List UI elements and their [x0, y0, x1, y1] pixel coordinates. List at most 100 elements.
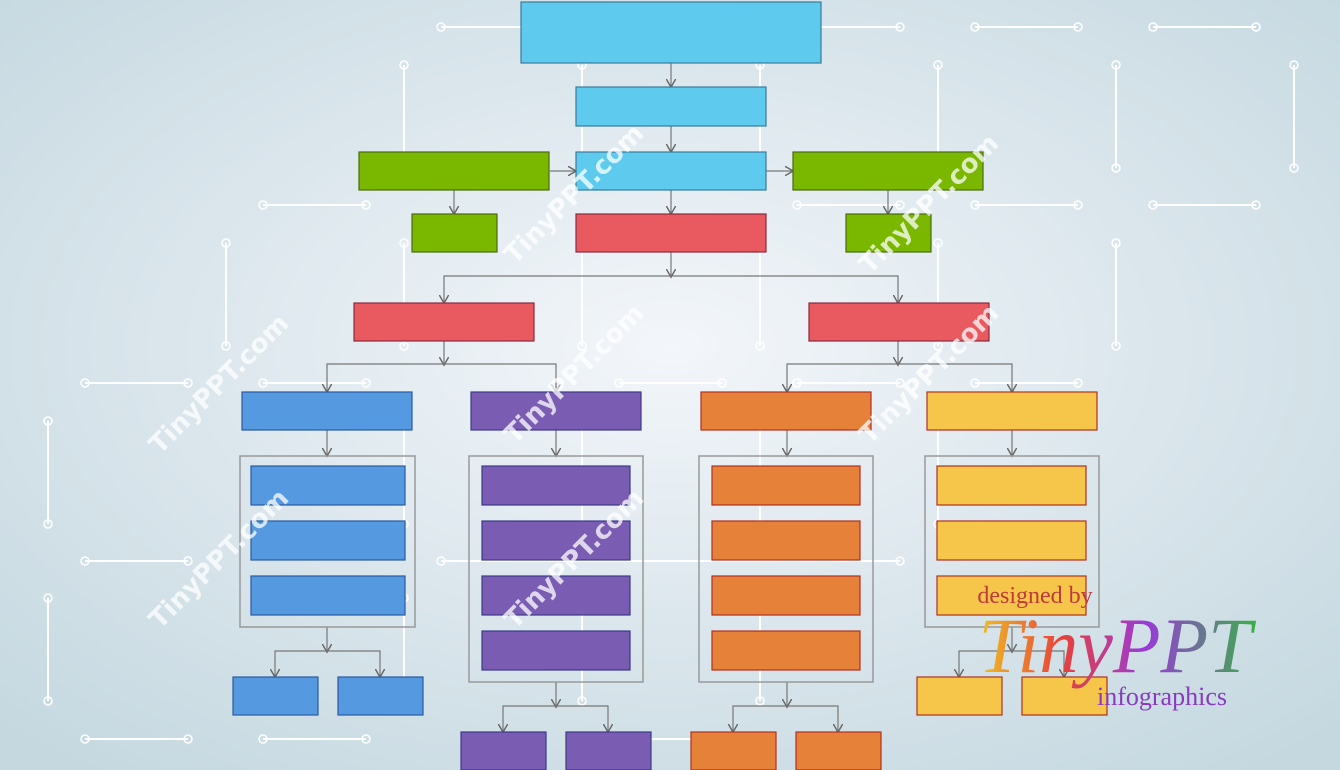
box [358, 151, 550, 191]
connector [327, 650, 380, 676]
decor-node [80, 378, 90, 388]
connector [787, 705, 838, 731]
credit: designed by TinyPPT infographics [977, 583, 1256, 711]
decor-node [895, 378, 905, 388]
decor-node [933, 238, 943, 248]
box [250, 575, 406, 616]
box [711, 520, 861, 561]
decor-node [361, 378, 371, 388]
decor-node [43, 519, 53, 529]
connector [733, 705, 787, 731]
connector [275, 650, 327, 676]
connector [959, 650, 1012, 676]
connector [898, 363, 1012, 391]
box [250, 465, 406, 506]
box [250, 520, 406, 561]
decor-node [792, 200, 802, 210]
group-frame [924, 455, 1100, 628]
group-frame [468, 455, 644, 683]
decor-node [792, 378, 802, 388]
group-frame [239, 455, 416, 628]
circuit-decor [43, 22, 1299, 744]
box [711, 630, 861, 671]
box [232, 676, 319, 716]
box [808, 302, 990, 342]
decor-node [436, 556, 446, 566]
box [936, 520, 1087, 561]
decor-node [399, 60, 409, 70]
decor-node [1148, 200, 1158, 210]
credit-brand: TinyPPT [978, 602, 1256, 689]
box [936, 575, 1087, 616]
connector [444, 275, 671, 302]
decor-node [895, 556, 905, 566]
decor-node [1251, 22, 1261, 32]
decor-node [933, 341, 943, 351]
decor-node [221, 238, 231, 248]
credit-sub: infographics [1097, 682, 1227, 711]
decor-node [933, 60, 943, 70]
credit-designed: designed by [977, 583, 1092, 609]
decor-node [1111, 341, 1121, 351]
decor-node [1111, 60, 1121, 70]
connectors [275, 63, 1064, 731]
decor-node [258, 734, 268, 744]
decor-node [1148, 22, 1158, 32]
box [575, 86, 767, 127]
decor-node [1289, 163, 1299, 173]
box [711, 465, 861, 506]
decor-node [361, 200, 371, 210]
decor-node [43, 593, 53, 603]
decor-node [80, 734, 90, 744]
decor-node [361, 734, 371, 744]
decor-node [221, 341, 231, 351]
box [690, 731, 777, 770]
decor-node [895, 200, 905, 210]
decor-node [80, 556, 90, 566]
box [411, 213, 498, 253]
box [795, 731, 882, 770]
decor-node [43, 696, 53, 706]
box [460, 731, 547, 770]
decor-node [970, 200, 980, 210]
box [700, 391, 872, 431]
decor-node [1289, 60, 1299, 70]
decor-node [399, 238, 409, 248]
decor-node [895, 22, 905, 32]
decor-node [717, 378, 727, 388]
box [575, 213, 767, 253]
box [926, 391, 1098, 431]
decor-node [1251, 200, 1261, 210]
box [845, 213, 932, 253]
box [711, 575, 861, 616]
decor-node [614, 378, 624, 388]
connector [503, 705, 556, 731]
box [481, 575, 631, 616]
decor-node [1111, 238, 1121, 248]
connector [787, 363, 898, 391]
box [575, 151, 767, 191]
box [916, 676, 1003, 716]
decor-node [399, 341, 409, 351]
box [936, 465, 1087, 506]
box [792, 151, 984, 191]
box [353, 302, 535, 342]
decor-node [183, 734, 193, 744]
decor-node [970, 378, 980, 388]
box [481, 630, 631, 671]
decor-node [258, 378, 268, 388]
decor-node [1111, 163, 1121, 173]
decor-node [1073, 22, 1083, 32]
connector [327, 363, 444, 391]
decor-node [436, 22, 446, 32]
connector [1012, 650, 1064, 676]
connector [556, 705, 608, 731]
decor-node [577, 341, 587, 351]
decor-node [183, 378, 193, 388]
box [1021, 676, 1108, 716]
decor-node [258, 200, 268, 210]
decor-node [970, 22, 980, 32]
decor-node [43, 416, 53, 426]
